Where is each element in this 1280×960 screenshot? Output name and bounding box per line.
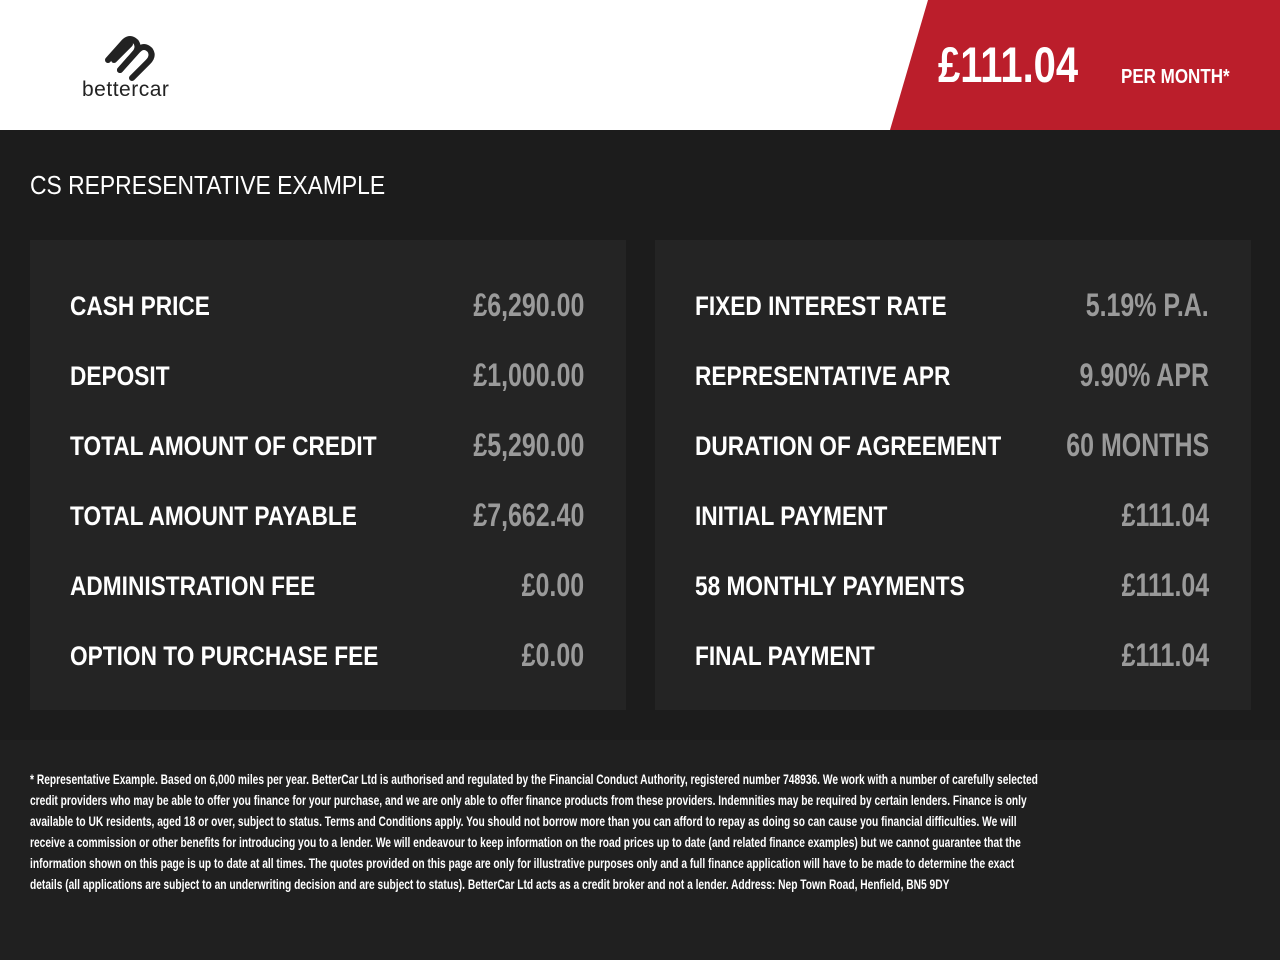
- row-label: FIXED INTEREST RATE: [695, 291, 947, 321]
- finance-row: DEPOSIT £1,000.00: [70, 355, 584, 395]
- row-label: DEPOSIT: [70, 361, 170, 391]
- finance-panel-right: FIXED INTEREST RATE 5.19% P.A. REPRESENTA…: [655, 240, 1251, 710]
- row-value: £111.04: [1121, 567, 1209, 603]
- finance-row: 58 MONTHLY PAYMENTS £111.04: [695, 565, 1209, 605]
- disclaimer: * Representative Example. Based on 6,000…: [0, 740, 1280, 960]
- logo-text: bettercar: [82, 78, 170, 101]
- row-label: DURATION OF AGREEMENT: [695, 431, 1002, 461]
- finance-panel-left: CASH PRICE £6,290.00 DEPOSIT £1,000.00 TOT…: [30, 240, 626, 710]
- row-label: TOTAL AMOUNT PAYABLE: [70, 501, 357, 531]
- section-title: CS REPRESENTATIVE EXAMPLE: [30, 170, 386, 200]
- row-value: £6,290.00: [472, 287, 584, 323]
- row-value: £7,662.40: [472, 497, 584, 533]
- row-label: INITIAL PAYMENT: [695, 501, 888, 531]
- finance-row: CASH PRICE £6,290.00: [70, 285, 584, 325]
- row-label: TOTAL AMOUNT OF CREDIT: [70, 431, 377, 461]
- row-value: 9.90% APR: [1079, 357, 1209, 393]
- finance-row: FIXED INTEREST RATE 5.19% P.A.: [695, 285, 1209, 325]
- disclaimer-line: * Representative Example. Based on 6,000…: [30, 771, 1038, 787]
- row-value: 60 MONTHS: [1066, 427, 1209, 463]
- row-label: 58 MONTHLY PAYMENTS: [695, 571, 965, 601]
- disclaimer-line: available to UK residents, aged 18 or ov…: [30, 813, 1017, 829]
- bettercar-logo-icon: [105, 36, 155, 81]
- finance-row: ADMINISTRATION FEE £0.00: [70, 565, 584, 605]
- disclaimer-line: receive a commission or other benefits f…: [30, 834, 1021, 850]
- row-value: £1,000.00: [472, 357, 584, 393]
- disclaimer-line: information shown on this page is up to …: [30, 855, 1015, 871]
- monthly-price-banner: [890, 0, 1280, 130]
- finance-row: TOTAL AMOUNT PAYABLE £7,662.40: [70, 495, 584, 535]
- disclaimer-line: credit providers who may be able to offe…: [30, 792, 1027, 808]
- row-value: £111.04: [1121, 637, 1209, 673]
- row-value: 5.19% P.A.: [1085, 287, 1209, 323]
- row-value: £0.00: [521, 637, 584, 673]
- header: bettercar £111.04 PER MONTH*: [0, 0, 1280, 130]
- row-value: £0.00: [521, 567, 584, 603]
- row-label: FINAL PAYMENT: [695, 641, 875, 671]
- finance-row: DURATION OF AGREEMENT 60 MONTHS: [695, 425, 1209, 465]
- disclaimer-line: details (all applications are subject to…: [30, 876, 950, 892]
- monthly-price: £111.04: [938, 37, 1079, 93]
- finance-row: INITIAL PAYMENT £111.04: [695, 495, 1209, 535]
- row-label: CASH PRICE: [70, 291, 210, 321]
- finance-row: TOTAL AMOUNT OF CREDIT £5,290.00: [70, 425, 584, 465]
- finance-row: OPTION TO PURCHASE FEE £0.00: [70, 635, 584, 675]
- row-label: REPRESENTATIVE APR: [695, 361, 951, 391]
- finance-row: REPRESENTATIVE APR 9.90% APR: [695, 355, 1209, 395]
- row-label: ADMINISTRATION FEE: [70, 571, 316, 601]
- row-value: £111.04: [1121, 497, 1209, 533]
- finance-row: FINAL PAYMENT £111.04: [695, 635, 1209, 675]
- row-label: OPTION TO PURCHASE FEE: [70, 641, 379, 671]
- row-value: £5,290.00: [472, 427, 584, 463]
- per-month-label: PER MONTH*: [1121, 66, 1230, 88]
